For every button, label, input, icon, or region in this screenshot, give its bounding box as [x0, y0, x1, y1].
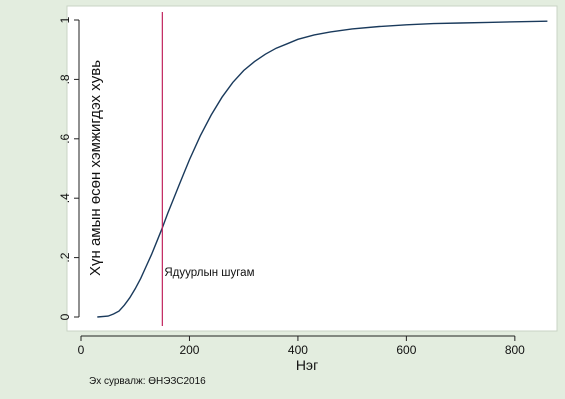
- x-axis-label: Нэг: [296, 357, 318, 373]
- y-axis-label: Хүн амын өсөн хэмжигдэх хувь: [87, 60, 104, 276]
- source-note: Эх сурвалж: ӨНЭЗС2016: [89, 376, 206, 387]
- axes: 0 .2 .4 .6 .8 1 0 200 400 600 800: [58, 16, 525, 357]
- x-tick-label: 400: [288, 343, 308, 357]
- cdf-line: [97, 20, 548, 318]
- x-tick-label: 0: [78, 343, 85, 357]
- x-tick-label: 600: [396, 343, 416, 357]
- y-tick-label: 1: [58, 16, 72, 23]
- x-tick-label: 200: [179, 343, 199, 357]
- y-tick-label: 0: [58, 313, 72, 320]
- plot-area: [66, 5, 558, 332]
- x-tick-label: 800: [505, 343, 525, 357]
- y-tick-label: .8: [58, 74, 72, 84]
- y-tick-label: .4: [58, 193, 72, 203]
- y-tick-label: .2: [58, 252, 72, 262]
- y-tick-label: .6: [58, 133, 72, 143]
- marks: Ядуурлын шугам: [97, 12, 548, 326]
- poverty-line-label: Ядуурлын шугам: [164, 267, 254, 279]
